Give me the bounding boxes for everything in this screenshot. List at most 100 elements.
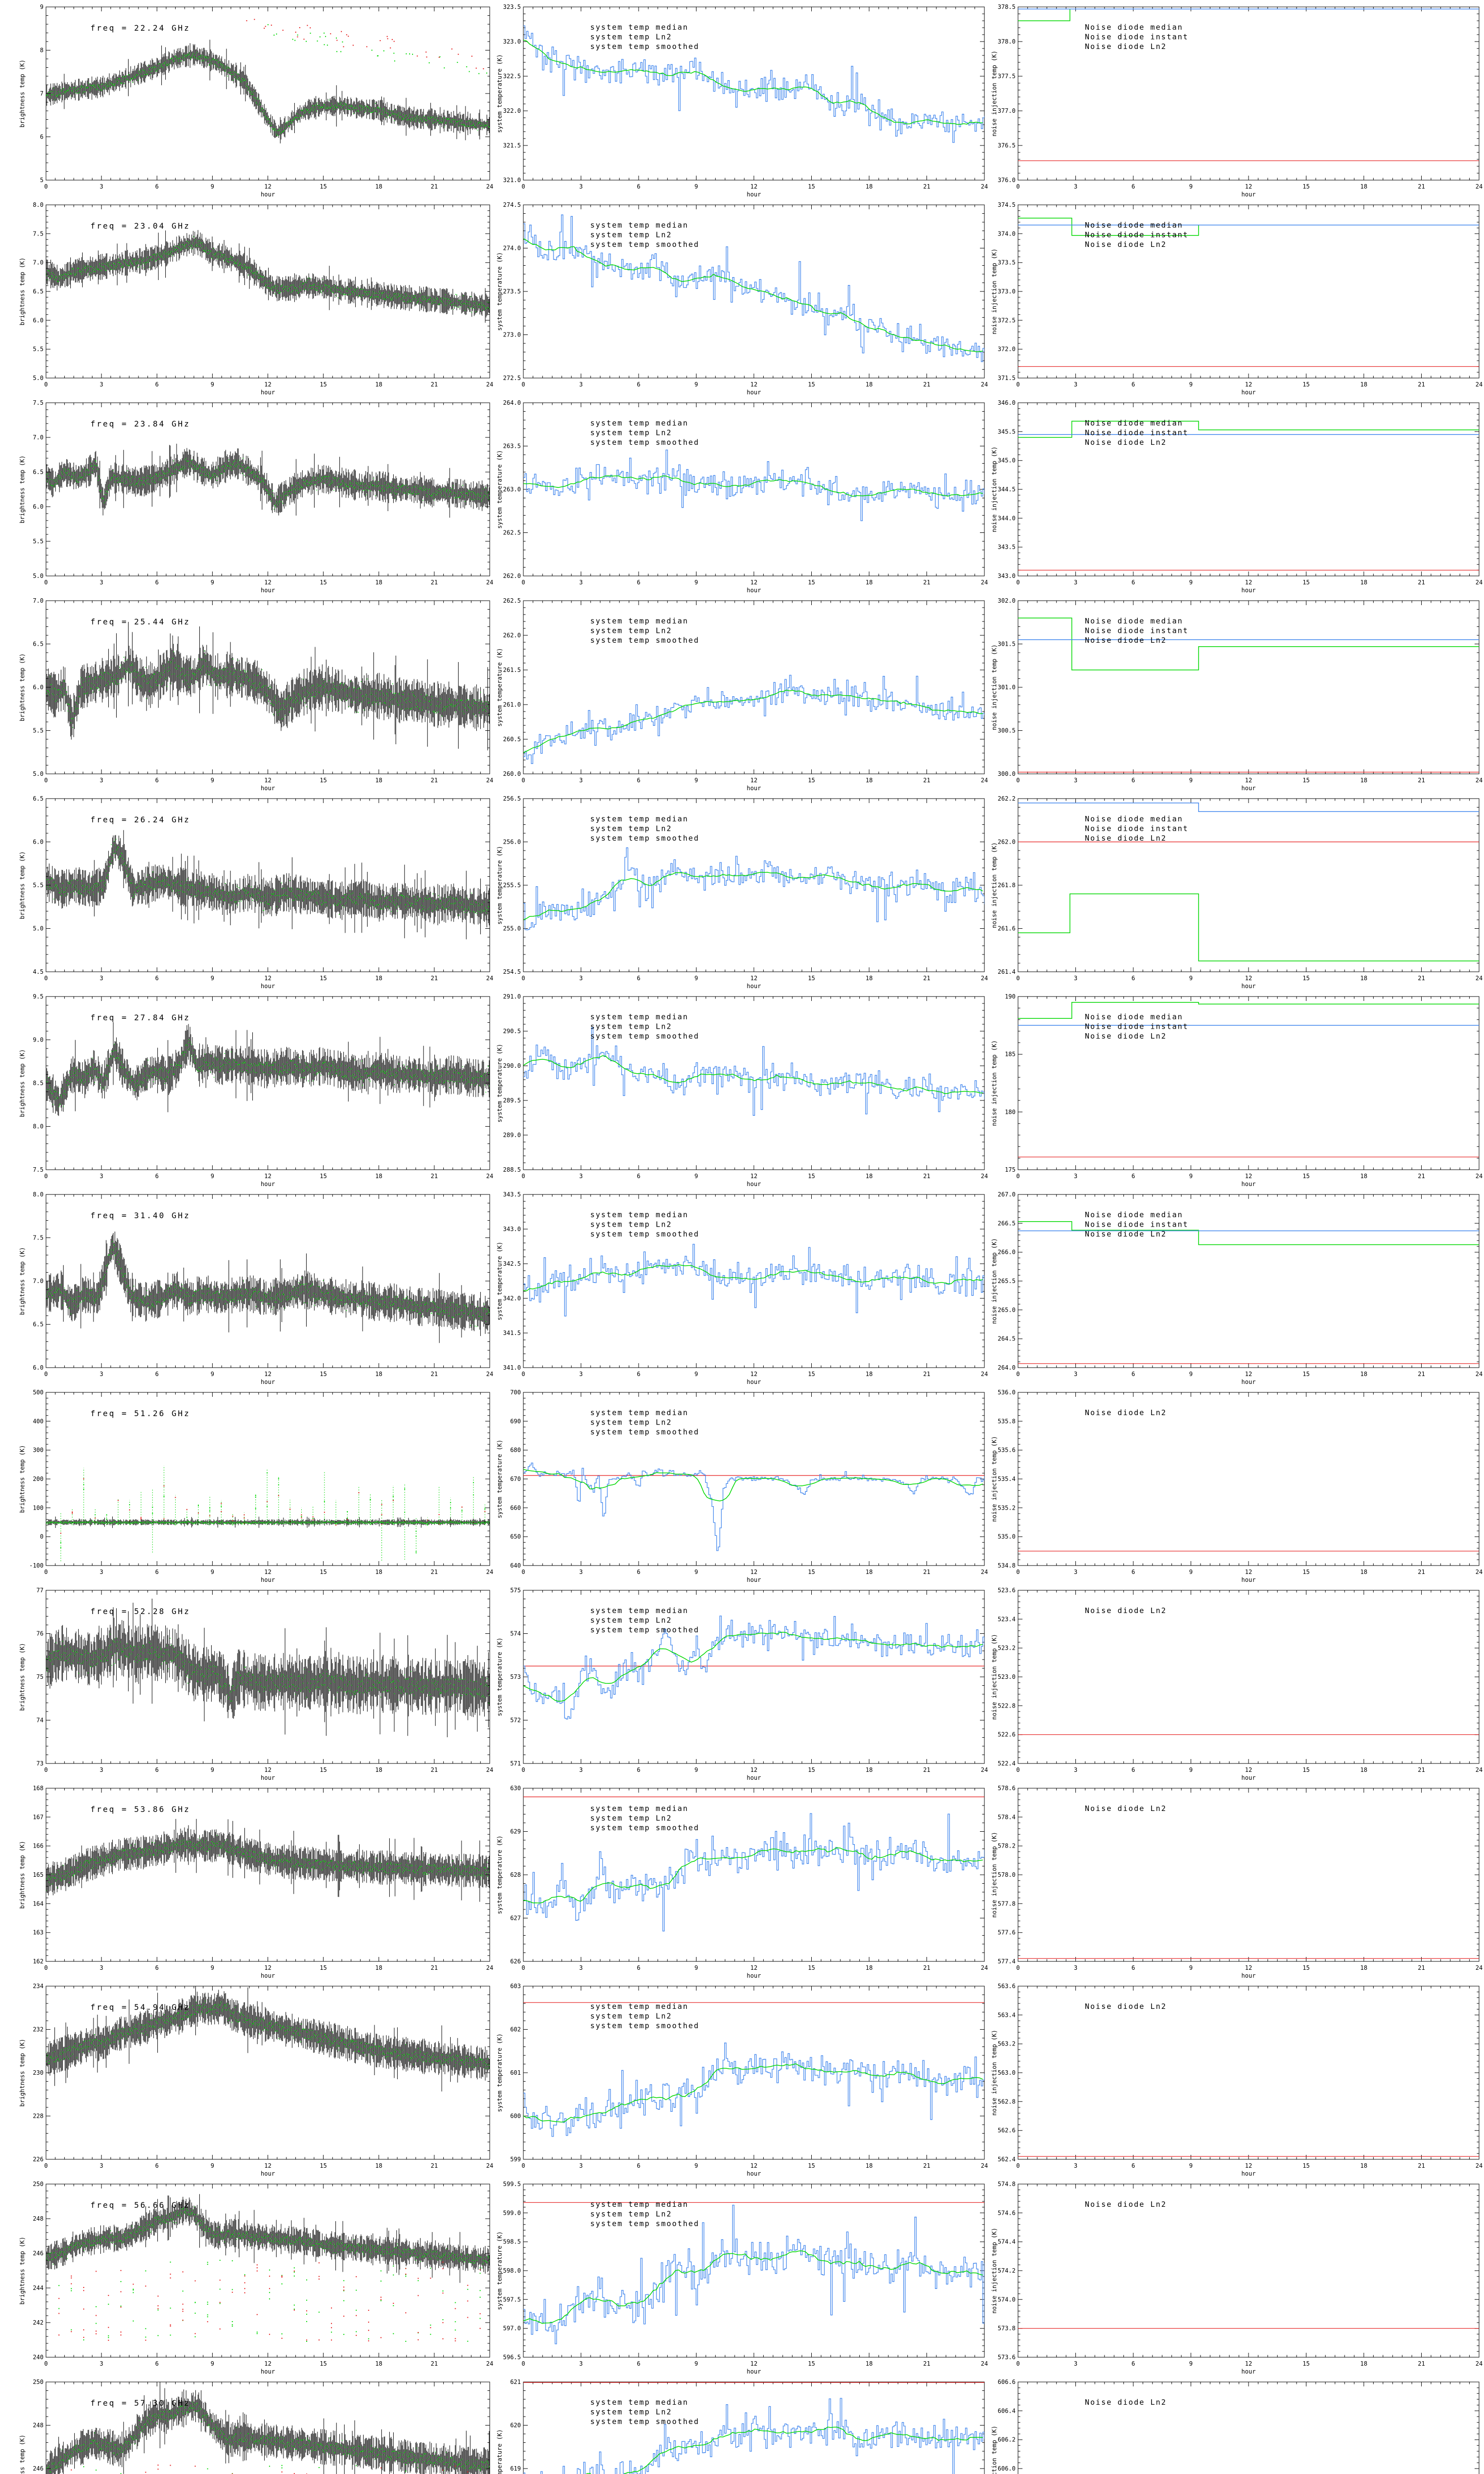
freq-label: freq = 56.66 GHz	[91, 2200, 190, 2210]
x-tick-label: 0	[1016, 1766, 1020, 1773]
y-tick-label: 262.0	[503, 572, 521, 579]
y-tick-label: 234	[33, 1983, 44, 1990]
right-chart: 0 3 6 9 12 15 18 21 24 577.4 577.6 577.8 578.0 578.2 5…	[991, 1785, 1483, 1979]
y-tick-label: 291.0	[503, 993, 521, 1000]
y-tick-label: 606.4	[998, 2407, 1016, 2414]
subplot-row11-mid: 0 3 6 9 12 15 18 21 24 599 600 601 602 603 hour system …	[495, 1979, 989, 2177]
y-tick-label: 534.8	[998, 1562, 1016, 1569]
x-tick-label: 18	[1360, 1173, 1367, 1180]
x-tick-label: 6	[155, 579, 159, 586]
data-series	[523, 2202, 984, 2344]
legend-entry: system temp smoothed	[590, 2219, 699, 2228]
legend-entry: Noise diode Ln2	[1085, 1408, 1166, 1417]
x-tick-label: 9	[695, 777, 698, 784]
axes	[523, 1986, 985, 2160]
x-tick-label: 3	[579, 579, 583, 586]
y-tick-label: 371.5	[998, 375, 1016, 381]
y-tick-label: 4.5	[33, 968, 44, 975]
axis-labels: 0 3 6 9 12 15 18 21 24 300.0 300.5 301.0 301.5 302.0 h…	[991, 597, 1483, 792]
x-tick-label: 6	[1131, 579, 1135, 586]
y-tick-label: 571	[510, 1760, 521, 1767]
x-tick-label: 9	[211, 1569, 214, 1575]
x-tick-label: 15	[1302, 777, 1309, 784]
x-tick-label: 21	[431, 1964, 438, 1971]
x-tick-label: 0	[1016, 2162, 1020, 2169]
x-tick-label: 15	[1302, 2162, 1309, 2169]
axis-labels: 0 3 6 9 12 15 18 21 24 175 180 185 190 hour noise inje…	[991, 993, 1483, 1188]
x-tick-label: 21	[923, 777, 930, 784]
y-tick-label: 100	[33, 1504, 44, 1511]
legend: Noise diode Ln2	[1085, 1804, 1165, 1813]
subplot-row13-mid: 03691215182124617618619620621hoursystem …	[495, 2375, 989, 2474]
y-tick-label: 262.2	[998, 795, 1016, 802]
x-tick-label: 18	[866, 1371, 873, 1378]
x-tick-label: 3	[1074, 2162, 1077, 2169]
x-tick-label: 15	[1302, 2360, 1309, 2367]
legend-entry: system temp Ln2	[590, 626, 672, 635]
axes	[46, 6, 490, 181]
x-tick-label: 12	[750, 1964, 757, 1971]
y-tick-label: 7.5	[33, 1166, 44, 1173]
subplot-row7-right: 0 3 6 9 12 15 18 21 24 264.0 264.5 265.0 265.5 266.0 2…	[989, 1188, 1484, 1385]
x-tick-label: 24	[486, 2360, 493, 2367]
x-axis-title: hour	[261, 1379, 275, 1385]
y-tick-label: 376.5	[998, 142, 1016, 149]
y-tick-label: 599.0	[503, 2209, 521, 2216]
x-tick-label: 9	[1189, 579, 1193, 586]
y-tick-label: 260.5	[503, 736, 521, 743]
x-axis-title: hour	[747, 1181, 761, 1188]
data-series	[523, 2382, 984, 2474]
data-series	[523, 1462, 984, 1551]
x-tick-label: 18	[866, 975, 873, 982]
axis-labels: 0 3 6 9 12 15 18 21 24 577.4 577.6 577.8 578.0 578.2 5…	[991, 1785, 1483, 1979]
x-tick-label: 6	[155, 381, 159, 388]
x-tick-label: 15	[1302, 1371, 1309, 1378]
y-tick-label: 166	[33, 1843, 44, 1850]
y-axis-title: system temperature (K)	[496, 1044, 503, 1123]
x-tick-label: 9	[211, 2162, 214, 2169]
data-series	[46, 621, 490, 751]
y-tick-label: 248	[33, 2215, 44, 2222]
x-tick-label: 15	[1302, 183, 1309, 190]
x-tick-label: 9	[1189, 1964, 1193, 1971]
subplot-row12-right: 0 3 6 9 12 15 18 21 24 573.6 573.8 574.0 574.2 574.4 5…	[989, 2177, 1484, 2375]
y-tick-label: 266.5	[998, 1220, 1016, 1227]
y-tick-label: 577.6	[998, 1929, 1016, 1936]
y-tick-label: 255.0	[503, 925, 521, 932]
x-tick-label: 21	[431, 2162, 438, 2169]
x-axis-title: hour	[1242, 389, 1256, 396]
y-tick-label: 599	[510, 2156, 521, 2163]
x-tick-label: 21	[1418, 2162, 1425, 2169]
y-tick-label: 273.5	[503, 288, 521, 295]
y-tick-label: 344.5	[998, 486, 1016, 493]
x-tick-label: 9	[1189, 2162, 1193, 2169]
subplot-row4-mid: 0 3 6 9 12 15 18 21 24 260.0 260.5 261.0 261.5 262.0 2…	[495, 594, 989, 792]
x-tick-label: 3	[579, 2162, 583, 2169]
x-tick-label: 9	[695, 183, 698, 190]
subplot-row6-left: 0 3 6 9 12 15 18 21 24 7.5 8.0 8.5 9.0 9.5 hour brightn…	[0, 990, 495, 1188]
x-tick-label: 15	[320, 1964, 326, 1971]
x-tick-label: 9	[695, 1569, 698, 1575]
x-tick-label: 15	[1302, 1173, 1309, 1180]
right-chart: 0 3 6 9 12 15 18 21 24 573.6 573.8 574.0 574.2 574.4 5…	[991, 2181, 1483, 2375]
y-tick-label: 621	[510, 2379, 521, 2385]
subplot-row10-right: 0 3 6 9 12 15 18 21 24 577.4 577.6 577.8 578.0 578.2 5…	[989, 1781, 1484, 1979]
x-tick-label: 6	[155, 1371, 159, 1378]
x-tick-label: 18	[375, 1569, 382, 1575]
legend-entry: system temp smoothed	[590, 834, 699, 843]
x-tick-label: 12	[750, 1766, 757, 1773]
y-tick-label: 289.0	[503, 1132, 521, 1139]
x-tick-label: 6	[637, 975, 640, 982]
x-tick-label: 24	[486, 1569, 493, 1575]
x-tick-label: 9	[695, 579, 698, 586]
x-tick-label: 0	[1016, 381, 1020, 388]
x-tick-label: 18	[866, 777, 873, 784]
subplot-row9-right: 0 3 6 9 12 15 18 21 24 522.4 522.6 522.8 523.0 523.2 5…	[989, 1583, 1484, 1781]
legend-entry: Noise diode Ln2	[1085, 42, 1166, 51]
x-tick-label: 15	[808, 579, 815, 586]
y-axis-title: noise injection temp (K)	[991, 2426, 998, 2474]
